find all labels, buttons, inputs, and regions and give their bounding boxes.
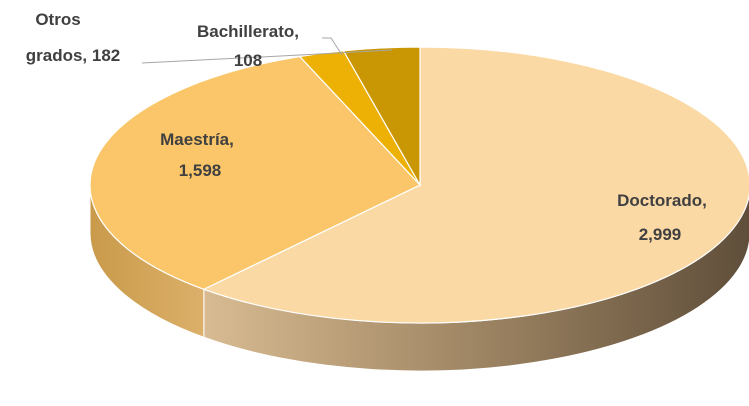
data-labels: Otros grados, 182 Bachillerato, 108 Maes… — [26, 10, 707, 244]
pie-slice-doctorado — [202, 46, 749, 324]
data-label-bachillerato-name: Bachillerato, — [197, 22, 299, 41]
leader-lines — [141, 37, 393, 64]
leader-line-bachillerato — [322, 37, 343, 56]
data-label-doctorado-name: Doctorado, — [617, 191, 707, 210]
pie-slice-otros-grados — [342, 46, 421, 188]
pie-slices — [89, 46, 749, 324]
data-label-maestria-name: Maestría, — [160, 130, 234, 149]
data-label-maestria-value: 1,598 — [179, 161, 222, 180]
data-label-doctorado-value: 2,999 — [639, 225, 682, 244]
data-label-bachillerato-value: 108 — [234, 51, 262, 70]
leader-line-otros-grados — [141, 49, 393, 64]
data-label-otros-line1: Otros — [35, 10, 80, 29]
pie-slice-maestria — [89, 55, 421, 290]
data-label-otros-line2: grados, 182 — [26, 46, 121, 65]
